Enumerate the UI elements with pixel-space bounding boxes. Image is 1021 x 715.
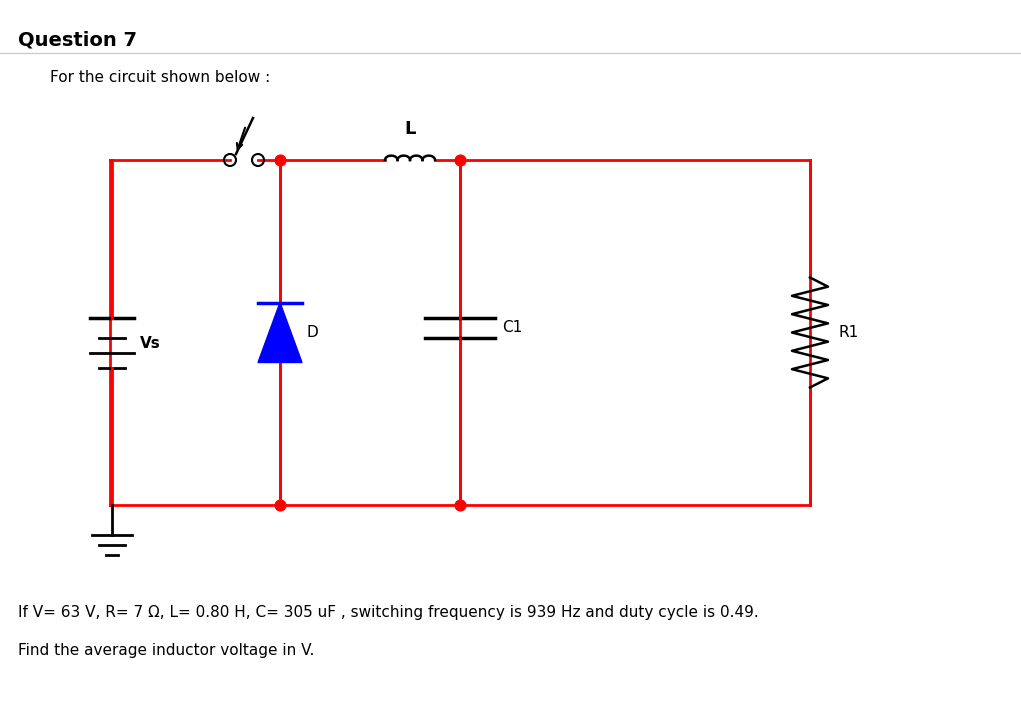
Text: If V= 63 V, R= 7 Ω, L= 0.80 H, C= 305 uF , switching frequency is 939 Hz and dut: If V= 63 V, R= 7 Ω, L= 0.80 H, C= 305 uF…	[18, 605, 759, 620]
Text: C1: C1	[502, 320, 523, 335]
Text: R1: R1	[838, 325, 859, 340]
Text: D: D	[306, 325, 318, 340]
Point	[272, 154, 288, 166]
Text: L: L	[404, 120, 416, 138]
Polygon shape	[258, 302, 302, 363]
Text: Vs: Vs	[140, 335, 160, 350]
Point	[272, 499, 288, 511]
Text: For the circuit shown below :: For the circuit shown below :	[50, 70, 271, 85]
Point	[452, 154, 469, 166]
Text: Find the average inductor voltage in V.: Find the average inductor voltage in V.	[18, 643, 314, 658]
Point	[452, 499, 469, 511]
Text: Question 7: Question 7	[18, 30, 137, 49]
